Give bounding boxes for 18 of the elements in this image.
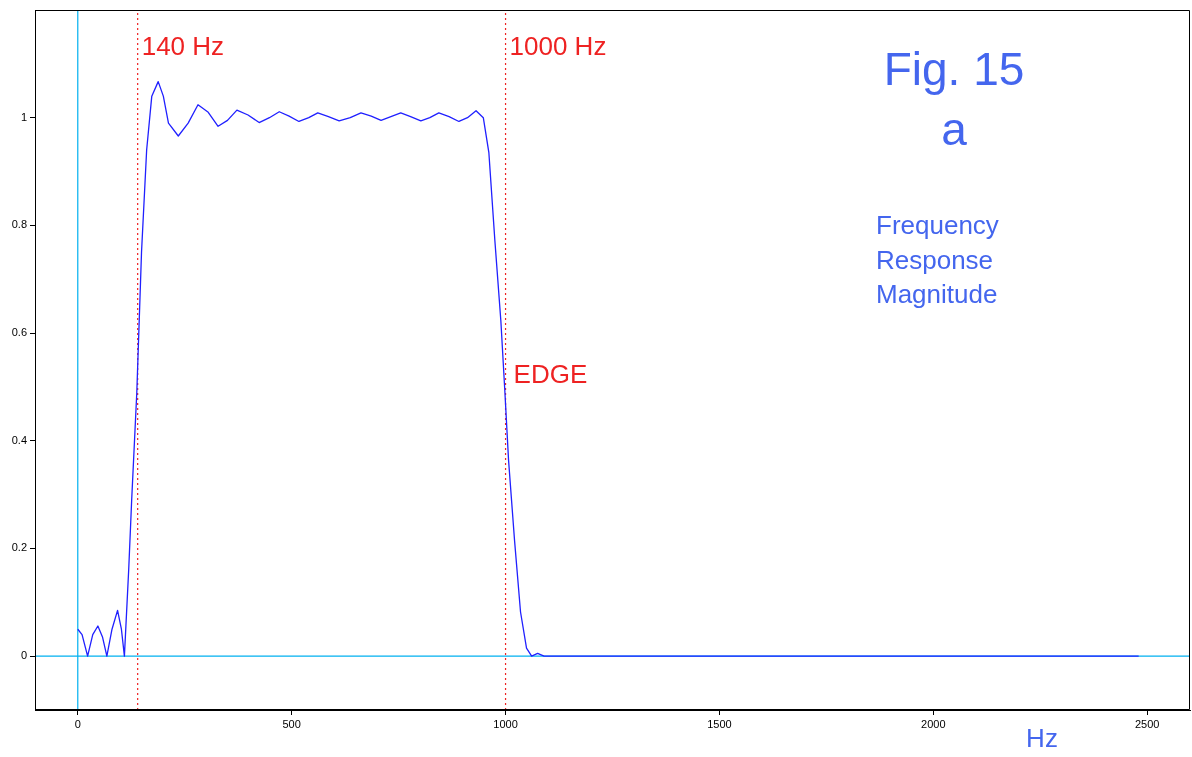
x-axis-title: Hz [1026, 723, 1058, 754]
y-tick-label: 0.2 [11, 541, 27, 554]
x-tick-label: 0 [74, 717, 81, 730]
x-tick-label: 500 [282, 717, 301, 730]
ref-line-label: 1000 Hz [509, 31, 607, 62]
y-tick-label: 0.6 [11, 326, 27, 339]
x-tick-label: 2500 [1134, 717, 1160, 730]
annotation: Fig. 15 a [883, 42, 1025, 155]
y-tick-label: 0.4 [11, 433, 27, 446]
annotation: Frequency Response Magnitude [876, 210, 999, 310]
y-tick-label: 1 [20, 110, 27, 123]
y-tick-label: 0.8 [11, 218, 27, 231]
annotation: EDGE [513, 359, 588, 390]
x-tick-label: 1500 [707, 717, 732, 730]
y-tick-label: 0 [20, 649, 27, 662]
x-tick-label: 2000 [921, 717, 946, 730]
ref-line-label: 140 Hz [141, 31, 225, 62]
x-tick-label: 1000 [493, 717, 518, 730]
